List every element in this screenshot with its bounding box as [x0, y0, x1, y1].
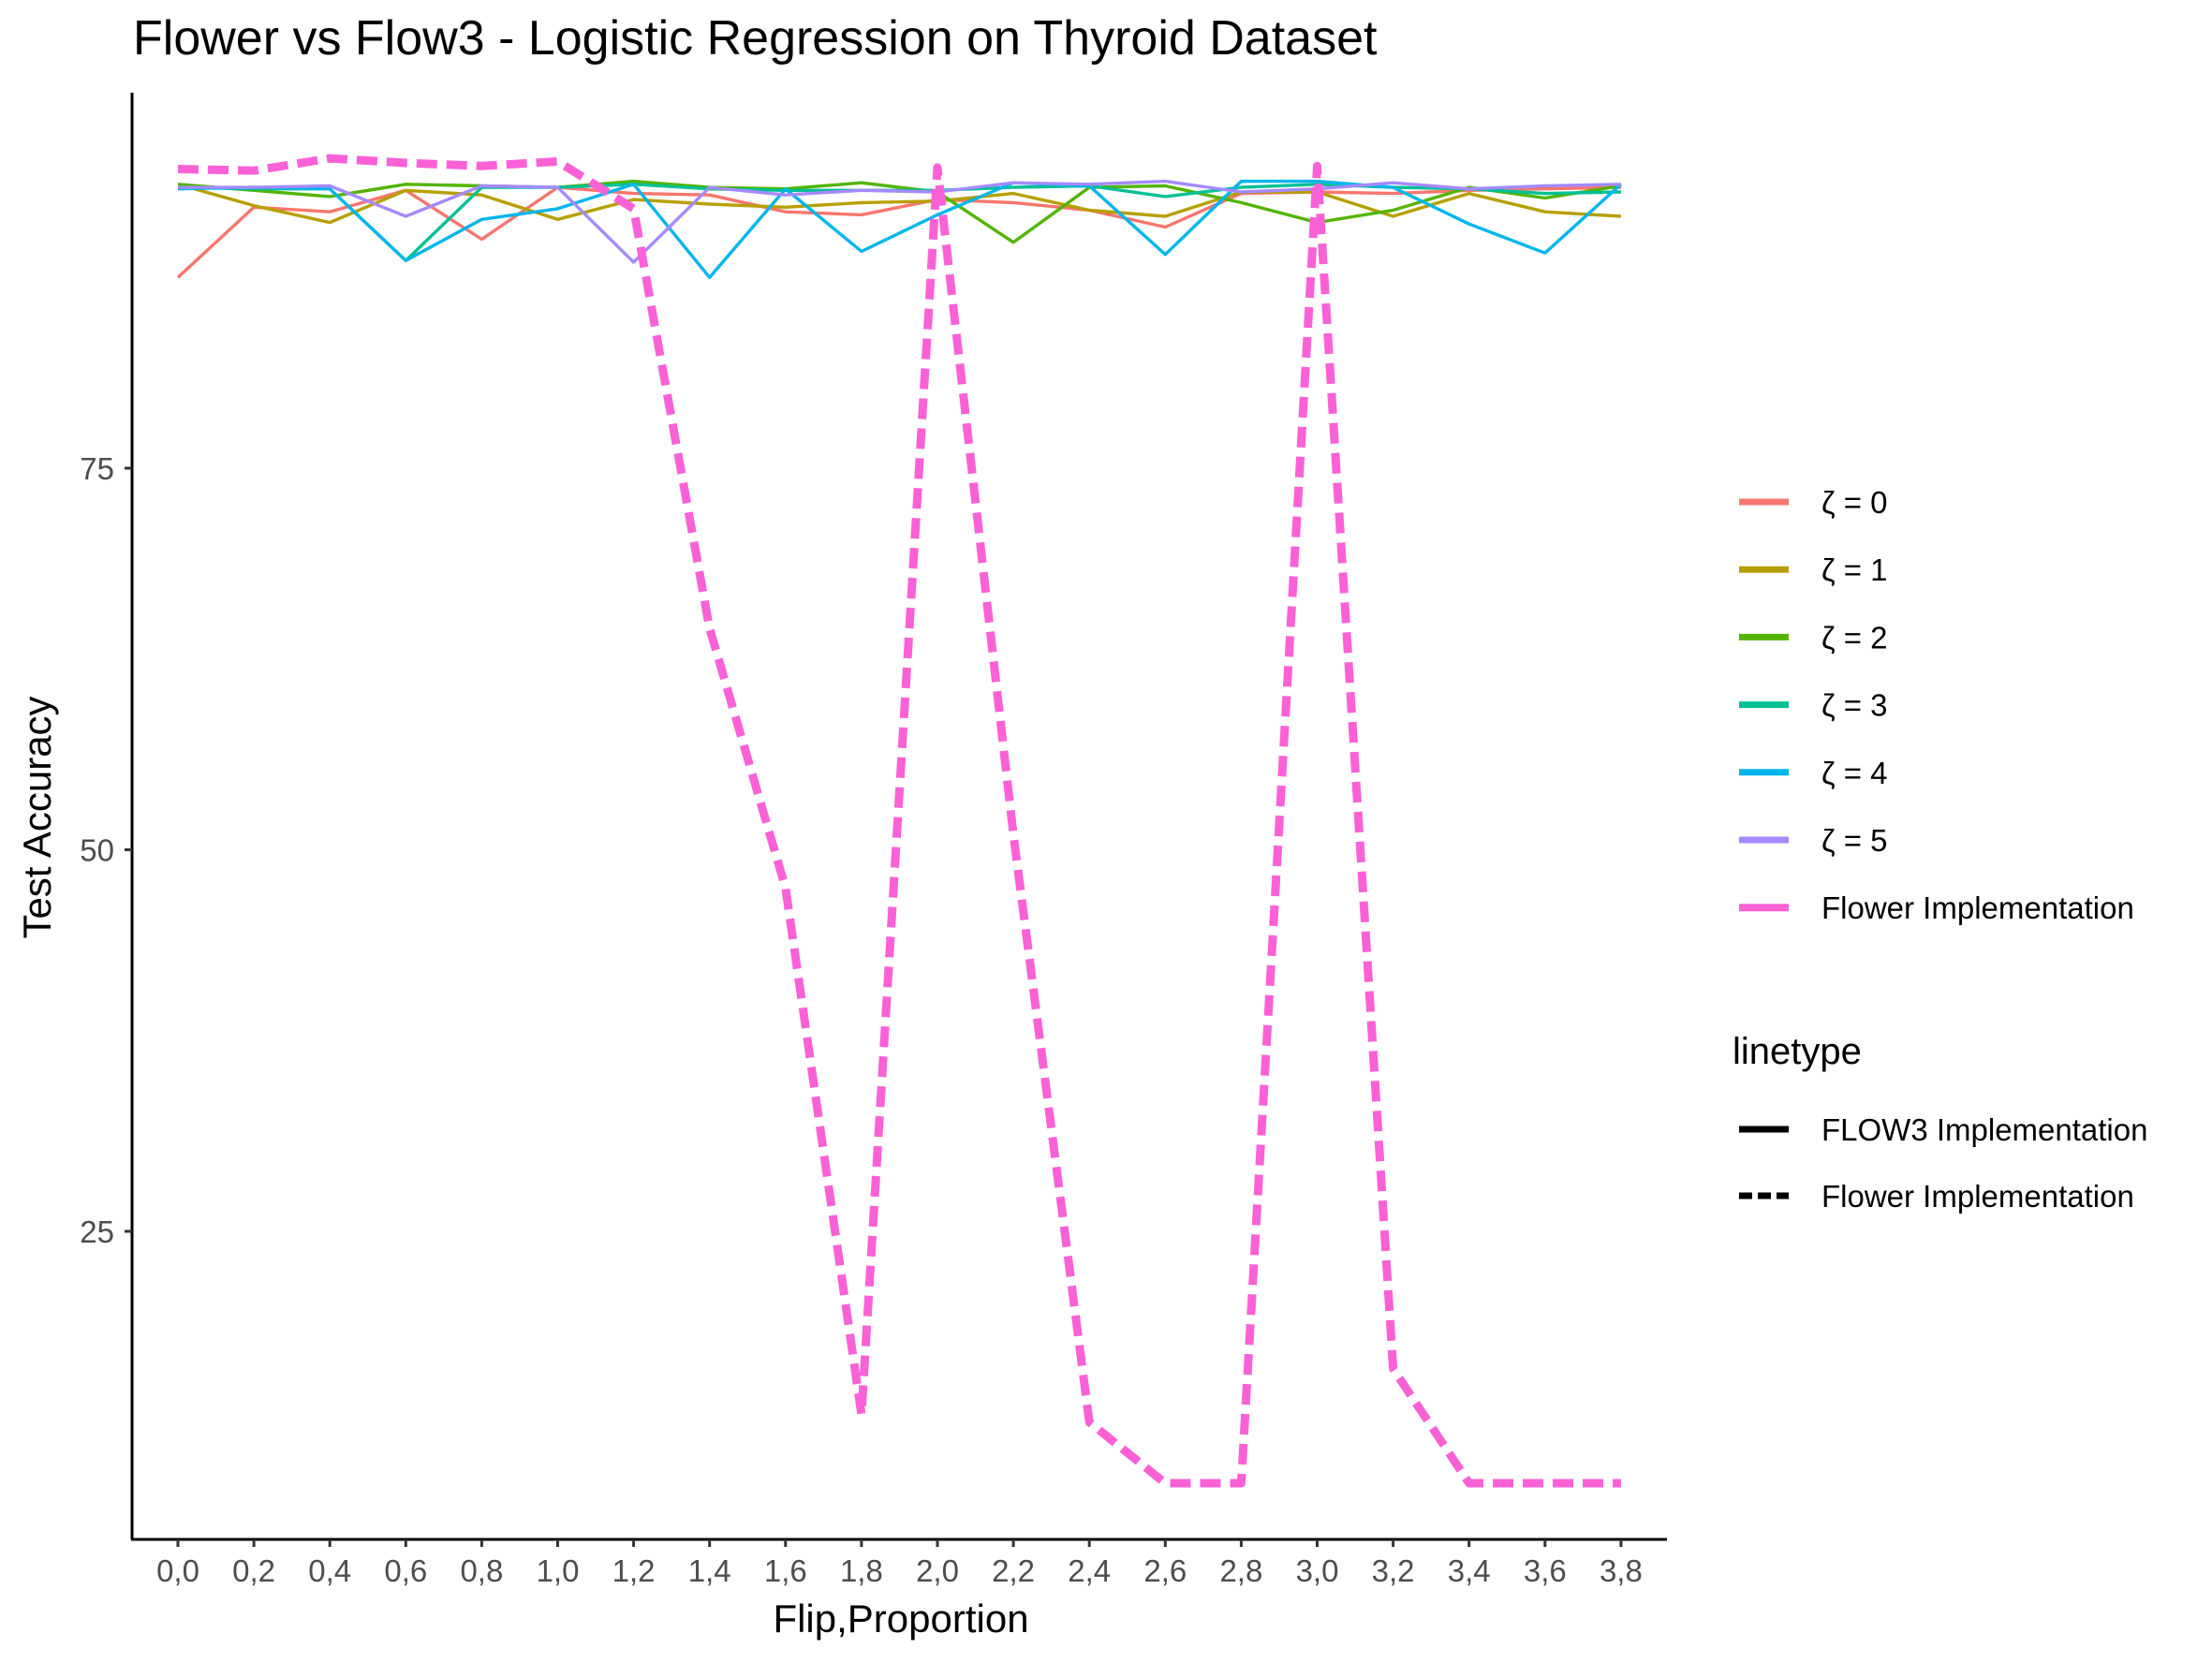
x-axis-label: Flip,Proportion — [773, 1597, 1028, 1641]
legend-label: ζ = 0 — [1821, 485, 1888, 520]
x-tick-label: 0,2 — [232, 1553, 275, 1588]
series-line — [177, 179, 1623, 279]
x-tick-label: 1,8 — [840, 1553, 883, 1588]
legend-label: ζ = 4 — [1821, 756, 1888, 790]
x-tick-label: 1,6 — [764, 1553, 807, 1588]
chart-title: Flower vs Flow3 - Logistic Regression on… — [133, 11, 1378, 66]
x-tick-label: 3,4 — [1448, 1553, 1491, 1588]
x-tick-label: 3,8 — [1600, 1553, 1643, 1588]
series-lines — [176, 154, 1623, 1488]
x-tick-label: 0,0 — [156, 1553, 199, 1588]
series-line — [177, 154, 1621, 1488]
x-tick-label: 2,6 — [1143, 1553, 1187, 1588]
legend-label: Flower Implementation — [1821, 890, 2134, 925]
legend-label: Flower Implementation — [1821, 1179, 2134, 1214]
legend-label: ζ = 3 — [1821, 688, 1888, 723]
y-axis-label: Test Accuracy — [15, 696, 59, 938]
series-line — [177, 179, 1622, 244]
legend-colour: ζ = 0 ζ = 1 ζ = 2 ζ = 3 ζ = 4 ζ = 5 Flower Imp… — [1739, 485, 2134, 925]
legend-label: ζ = 5 — [1821, 823, 1888, 858]
x-tick-label: 2,2 — [992, 1553, 1035, 1588]
x-tick-label: 0,8 — [460, 1553, 503, 1588]
x-tick-label: 2,4 — [1068, 1553, 1111, 1588]
y-tick-label: 50 — [80, 833, 114, 868]
y-tick-label: 25 — [80, 1214, 114, 1249]
x-tick-label: 2,8 — [1219, 1553, 1262, 1588]
y-ticks: 25 50 75 — [80, 451, 132, 1249]
x-tick-label: 0,6 — [384, 1553, 427, 1588]
x-tick-label: 1,4 — [688, 1553, 731, 1588]
x-tick-label: 1,0 — [537, 1553, 580, 1588]
x-tick-label: 1,2 — [612, 1553, 656, 1588]
y-tick-label: 75 — [80, 451, 114, 486]
series-line — [178, 179, 1621, 264]
legend-label: FLOW3 Implementation — [1821, 1112, 2147, 1147]
legend-linetype: linetype FLOW3 Implementation Flower Impl… — [1733, 1031, 2147, 1214]
x-tick-label: 3,6 — [1524, 1553, 1567, 1588]
series-line — [176, 185, 1621, 279]
x-tick-label: 2,0 — [916, 1553, 959, 1588]
legend-label: ζ = 2 — [1821, 620, 1888, 655]
legend-title: linetype — [1733, 1031, 1862, 1072]
x-tick-label: 3,0 — [1296, 1553, 1339, 1588]
legend-label: ζ = 1 — [1821, 552, 1888, 587]
x-tick-label: 0,4 — [308, 1553, 351, 1588]
x-ticks: 0,0 0,2 0,4 0,6 0,8 1,0 1,2 1,4 1,6 1,8 2,0 2,2 2,4 2… — [156, 1539, 1643, 1588]
x-tick-label: 3,2 — [1372, 1553, 1415, 1588]
